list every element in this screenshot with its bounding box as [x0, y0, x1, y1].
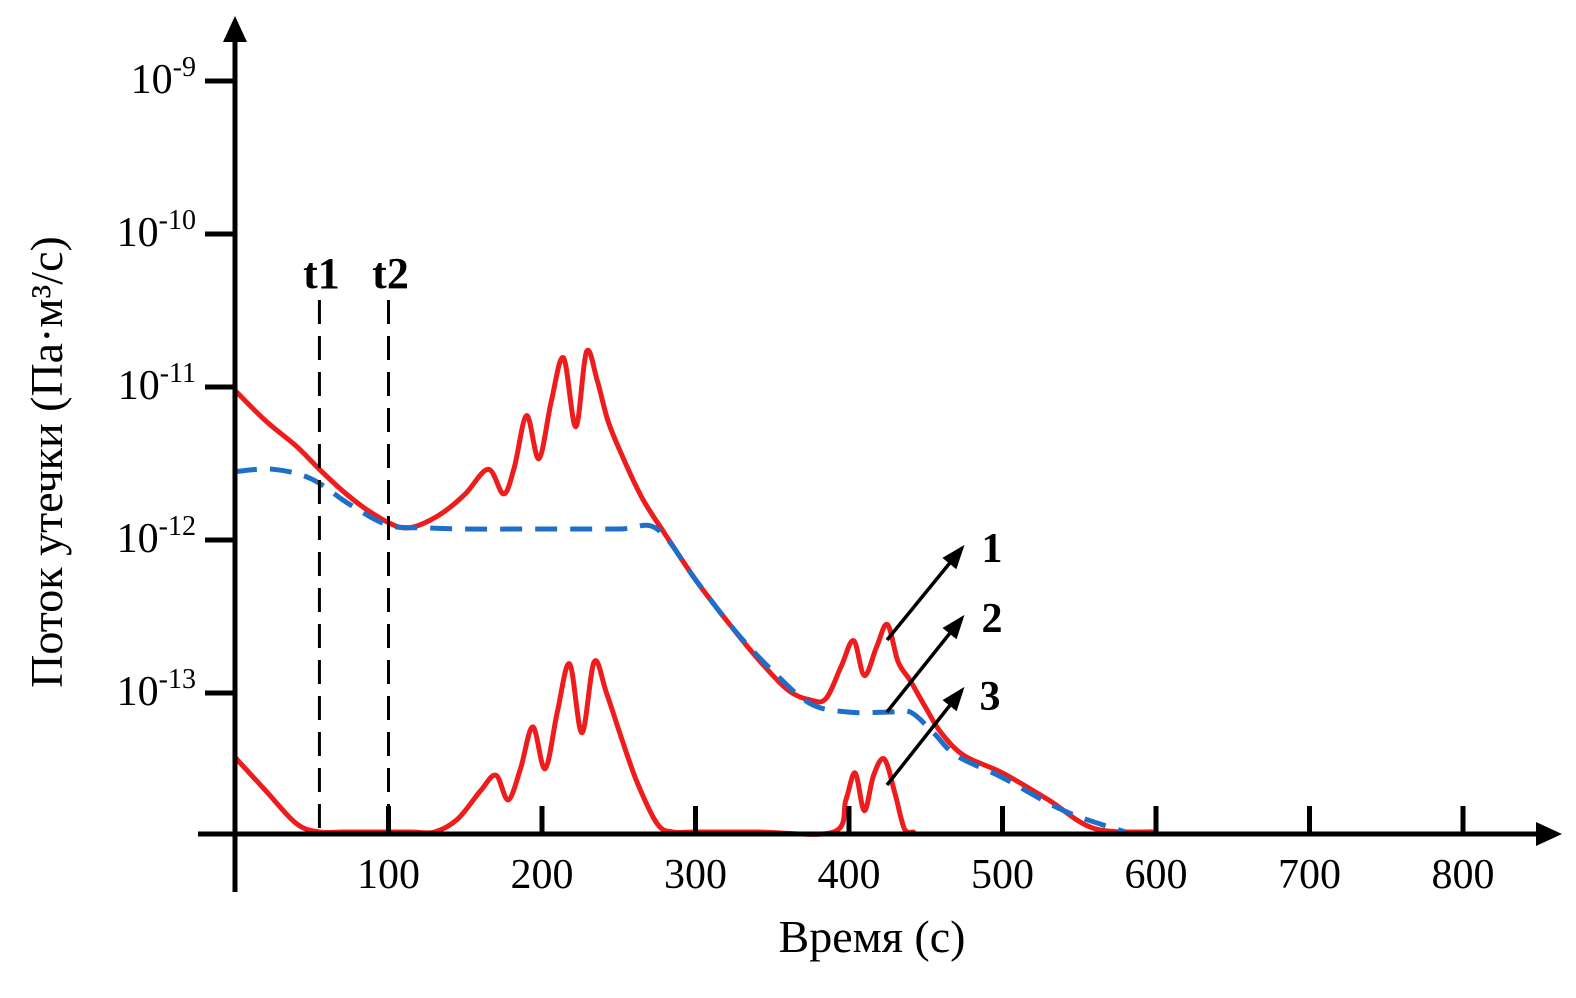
plot-lines	[232, 347, 1159, 837]
marker-t1-label: t1	[303, 249, 340, 298]
x-tick-label: 800	[1432, 852, 1495, 898]
curve-2-arrow-icon	[942, 614, 965, 640]
series-1-line	[232, 347, 1159, 835]
y-tick-label: 10-11	[118, 358, 196, 409]
series-3-line	[232, 658, 916, 837]
x-tick-label: 600	[1125, 852, 1188, 898]
ticks	[205, 78, 1466, 834]
curve-2-label: 2	[982, 596, 1003, 642]
curve-1-label: 1	[982, 526, 1003, 572]
y-tick-label: 10-9	[131, 52, 196, 103]
curve-1-arrow-icon	[942, 544, 965, 570]
curve-labels: 1 2 3	[885, 526, 1003, 787]
y-tick-label: 10-10	[117, 205, 196, 256]
curve-3-arrow-icon	[942, 686, 965, 712]
tick-labels: 100 200 300 400 500 600 700 800 10-9 10-10 10-11 10…	[117, 52, 1495, 898]
y-axis-title: Поток утечки (Па·м³/с)	[21, 236, 72, 688]
x-tick-label: 500	[971, 852, 1034, 898]
series-2-line	[234, 466, 1127, 835]
x-tick-label: 200	[511, 852, 574, 898]
x-tick-label: 300	[664, 852, 727, 898]
curve-3-label: 3	[980, 674, 1001, 720]
x-axis-title: Время (с)	[779, 911, 966, 962]
x-tick-label: 100	[357, 852, 420, 898]
y-tick-label: 10-13	[117, 664, 196, 715]
x-tick-label: 700	[1278, 852, 1341, 898]
y-tick-label: 10-12	[117, 511, 196, 562]
marker-t2-label: t2	[372, 249, 409, 298]
curve-3-leader-line	[885, 688, 964, 787]
markers: t1 t2	[303, 249, 409, 834]
curve-2-leader-line	[885, 616, 964, 714]
x-tick-label: 400	[818, 852, 881, 898]
y-axis-arrow-icon	[223, 16, 247, 42]
x-axis-arrow-icon	[1536, 822, 1562, 846]
axes	[198, 16, 1562, 892]
